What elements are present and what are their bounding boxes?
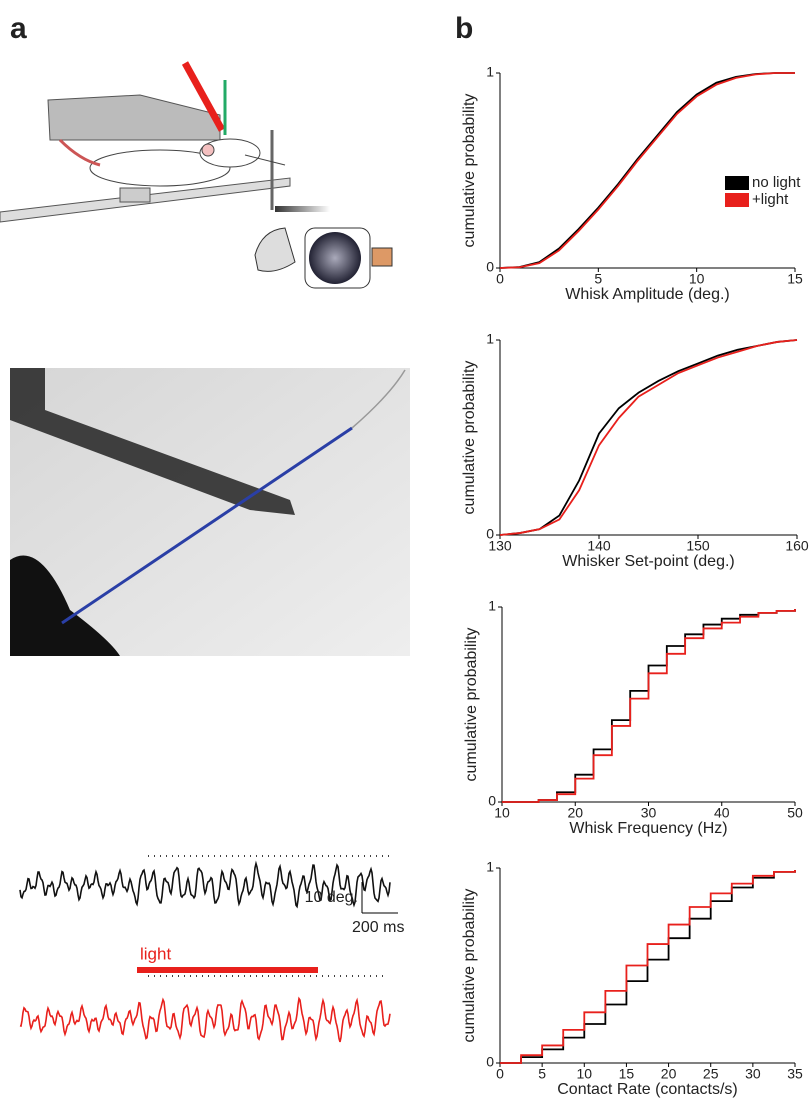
x-tick-label: 50	[787, 805, 803, 821]
x-tick-label: 150	[686, 538, 710, 554]
y-tick-label: 1	[486, 64, 494, 80]
y-tick-label: 1	[488, 598, 496, 614]
traces: light 10 deg. 200 ms	[19, 855, 404, 1043]
scale-label: 10 deg.	[305, 889, 358, 906]
panel-label: b	[455, 12, 473, 45]
x-axis-label: Whisk Amplitude (deg.)	[565, 286, 730, 303]
cdf-line	[500, 869, 796, 1064]
y-tick-label: 1	[486, 331, 494, 347]
y-axis-label: cumulative probability	[461, 889, 478, 1043]
setup-illustration	[0, 61, 393, 289]
x-tick-label: 30	[641, 805, 657, 821]
x-tick-label: 0	[496, 271, 504, 287]
y-axis-label: cumulative probability	[461, 94, 478, 248]
x-tick-label: 40	[714, 805, 730, 821]
x-axis-label: Contact Rate (contacts/s)	[557, 1081, 738, 1098]
cdf-line	[499, 72, 795, 269]
x-axis-label: Whisker Set-point (deg.)	[562, 553, 735, 570]
cdf-line	[502, 608, 796, 803]
x-tick-label: 140	[587, 538, 611, 554]
y-tick-label: 0	[486, 526, 494, 542]
cdf-line	[499, 339, 798, 536]
panel-label: a	[10, 12, 27, 45]
x-tick-label: 0	[496, 1066, 504, 1082]
legend-label: no light	[752, 174, 801, 191]
whisker-image	[10, 368, 410, 656]
x-tick-label: 10	[576, 1066, 592, 1082]
x-tick-label: 5	[538, 1066, 546, 1082]
x-tick-label: 35	[787, 1066, 803, 1082]
legend-swatch	[725, 193, 749, 207]
x-tick-label: 10	[494, 805, 510, 821]
x-tick-label: 25	[703, 1066, 719, 1082]
x-tick-label: 130	[488, 538, 512, 554]
y-tick-label: 0	[486, 1054, 494, 1070]
cdf-line	[500, 869, 796, 1064]
x-tick-label: 20	[661, 1066, 677, 1082]
y-axis-label: cumulative probability	[461, 361, 478, 515]
y-axis-label: cumulative probability	[463, 628, 480, 782]
x-tick-label: 15	[787, 271, 803, 287]
x-tick-label: 10	[689, 271, 705, 287]
legend-label: +light	[752, 191, 789, 208]
cdf-line	[499, 339, 798, 536]
y-tick-label: 1	[486, 859, 494, 875]
x-tick-label: 15	[619, 1066, 635, 1082]
y-tick-label: 0	[486, 259, 494, 275]
light-label: light	[140, 944, 171, 963]
cdf-line	[499, 72, 795, 269]
x-axis-label: Whisk Frequency (Hz)	[569, 820, 727, 837]
x-tick-label: 5	[594, 271, 602, 287]
cdf-line	[502, 608, 796, 803]
y-tick-label: 0	[488, 793, 496, 809]
x-tick-label: 30	[745, 1066, 761, 1082]
x-tick-label: 160	[785, 538, 809, 554]
x-tick-label: 20	[567, 805, 583, 821]
scale-label: 200 ms	[352, 919, 404, 936]
legend-swatch	[725, 176, 749, 190]
